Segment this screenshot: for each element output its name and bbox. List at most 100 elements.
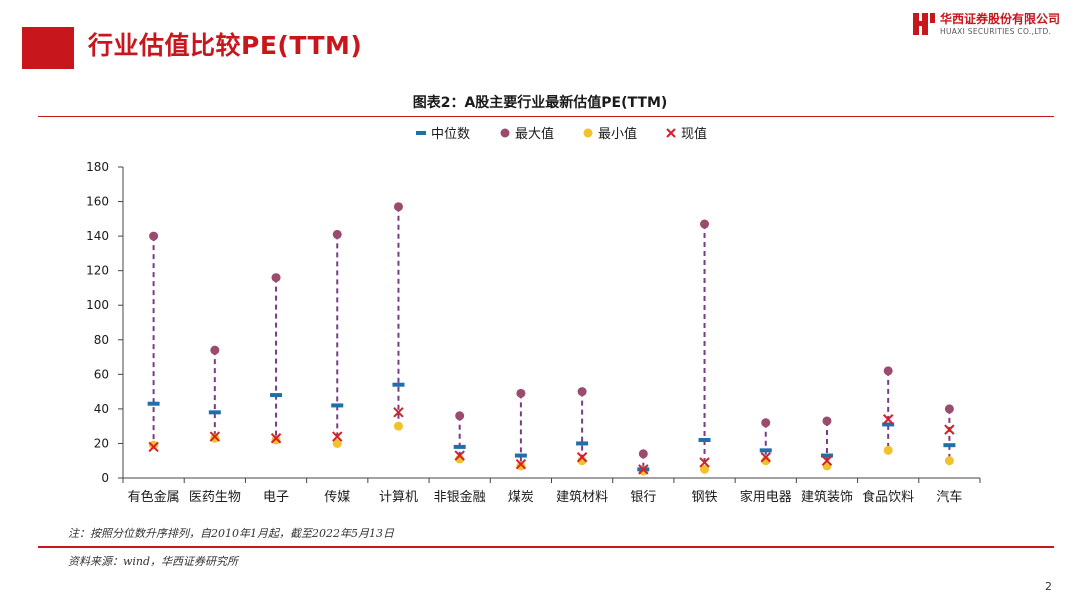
current-value-point [332,431,343,442]
chart-legend: 中位数 最大值 最小值 现值 [416,126,707,142]
current-value-stroke [821,455,833,466]
chart-note: 注：按照分位数升序排列，自2010年1月起，截至2022年5月13日 [68,527,394,540]
header-accent-bar [22,27,74,69]
max-value-point [393,202,403,212]
min-value-point [700,464,710,474]
current-value-point [638,464,649,475]
huaxi-logo-icon [913,13,935,35]
current-value-stroke [454,450,465,461]
min-value-point [393,421,403,431]
legend-item: 最大值 [500,126,554,142]
chart-axes: 0 20 40 60 80 100 120 140 160 180 有色金属 医药生物 电子 传媒 计算机 非… [86,160,981,505]
current-value-stroke [699,457,710,468]
current-value-point [148,441,159,453]
current-value-stroke [638,464,649,475]
median-value-mark [882,422,895,427]
footer-divider [38,546,1054,548]
current-value-point [515,458,527,470]
current-value-stroke [576,452,588,463]
current-value-point [270,433,282,444]
x-category-label: 电子 [263,490,289,505]
current-value-stroke [515,458,527,470]
y-tick-label: 100 [86,298,109,312]
x-category-label: 非银金融 [434,489,486,505]
current-value-point [821,455,833,466]
y-tick-label: 120 [86,264,109,278]
median-value-mark [514,453,527,458]
caption-divider [38,116,1054,117]
max-value-point [516,388,526,398]
current-value-stroke [148,441,159,453]
min-value-point [149,440,159,450]
median-value-mark [208,410,221,415]
min-value-point [883,445,893,455]
x-category-label: 有色金属 [128,489,180,505]
logo-company-name-cn: 华西证券股份有限公司 [940,12,1061,26]
y-tick-label: 40 [94,402,109,416]
legend-min-swatch [583,128,593,138]
legend-item: 最小值 [583,126,637,142]
legend-label: 中位数 [431,127,470,142]
current-value-stroke [882,414,894,425]
x-category-label: 计算机 [379,490,418,505]
x-category-label: 建筑装饰 [801,489,853,505]
x-category-label: 医药生物 [189,490,241,505]
current-value-point [576,452,588,463]
legend-current-swatch [666,128,676,138]
current-value-point [699,457,710,468]
min-value-point [332,438,342,448]
x-category-label: 食品饮料 [862,489,914,505]
chart-marks [147,202,956,476]
x-category-label: 家用电器 [740,489,792,505]
logo-company-name-en: HUAXI SECURITIES CO.,LTD. [940,27,1052,36]
x-category-label: 建筑材料 [556,489,608,505]
max-value-point [332,229,342,239]
y-tick-label: 140 [86,229,109,243]
max-value-point [455,411,465,421]
legend-item: 现值 [666,126,707,142]
current-value-stroke [209,431,221,442]
median-value-mark [270,393,283,398]
max-value-point [271,273,281,283]
median-value-mark [331,403,344,408]
min-value-point [271,435,281,445]
y-tick-label: 180 [86,160,109,174]
page-title: 行业估值比较PE(TTM) [88,31,363,60]
legend-label: 现值 [681,126,707,142]
x-category-label: 银行 [630,490,656,505]
company-logo: 华西证券股份有限公司 HUAXI SECURITIES CO.,LTD. [906,8,1076,42]
y-tick-label: 160 [86,195,109,209]
max-value-point [638,449,648,459]
current-value-point [882,414,894,425]
current-value-stroke [393,407,404,418]
median-value-mark [392,382,405,387]
y-tick-label: 20 [94,436,109,450]
median-value-mark [453,444,466,449]
current-value-point [454,450,465,461]
current-value-point [393,407,404,418]
current-value-stroke [332,431,343,442]
y-tick-label: 80 [94,333,109,347]
y-tick-label: 60 [94,367,109,381]
x-category-label: 汽车 [936,489,962,505]
legend-label: 最小值 [598,126,637,142]
max-value-point [761,418,771,428]
max-value-point [944,404,954,414]
median-value-mark [820,453,833,458]
max-value-point [700,219,710,229]
median-value-mark [943,443,956,448]
max-value-point [577,387,587,397]
min-value-point [210,433,220,443]
current-value-point [209,431,221,442]
max-value-point [210,345,220,355]
max-value-point [883,366,893,376]
legend-max-swatch [500,128,510,138]
min-value-point [944,456,954,466]
min-value-point [516,461,526,471]
current-value-point [944,424,955,435]
current-value-stroke [270,433,282,444]
legend-median-swatch [416,131,426,135]
median-value-mark [759,448,772,453]
legend-label: 最大值 [515,126,554,142]
